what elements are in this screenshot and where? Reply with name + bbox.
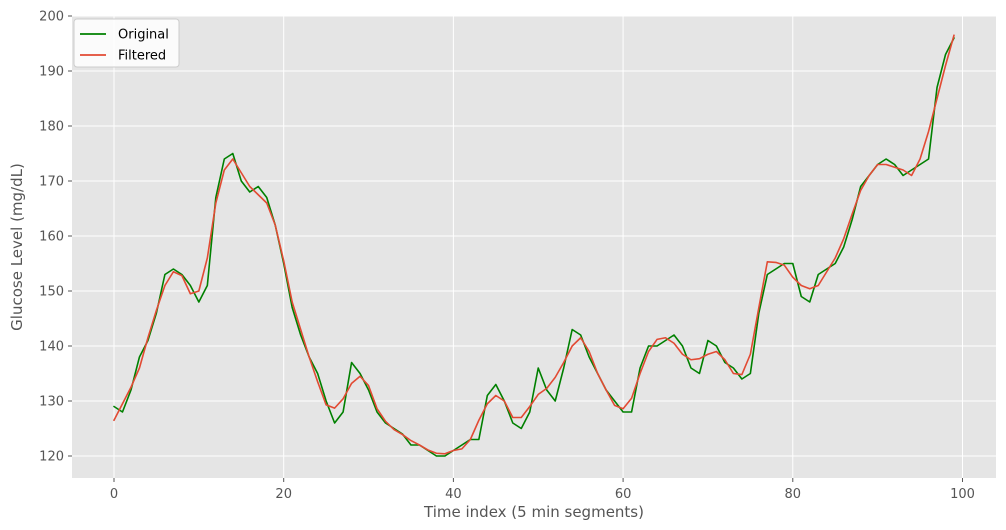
x-tick-label: 100 [950,487,975,502]
x-tick-label: 40 [445,487,462,502]
y-tick-label: 150 [39,285,64,300]
x-tick-label: 20 [275,487,292,502]
legend-label-original: Original [118,28,169,43]
y-tick-label: 180 [39,120,64,135]
series-line-original [113,37,955,457]
legend: Original Filtered [73,18,180,68]
series-lines [113,34,955,457]
x-axis-title: Time index (5 min segments) [423,503,644,521]
axis-ticks: 0 20 40 60 80 100 120 130 140 150 160 170 180 190 200 [39,10,975,503]
y-tick-label: 190 [39,65,64,80]
legend-label-filtered: Filtered [118,49,166,64]
series-line-filtered [113,34,955,455]
x-tick-label: 80 [785,487,802,502]
y-tick-label: 160 [39,230,64,245]
y-tick-label: 200 [39,10,64,25]
x-tick-label: 0 [110,487,118,502]
x-tick-label: 60 [615,487,632,502]
y-tick-label: 170 [39,175,64,190]
y-axis-title: Glucose Level (mg/dL) [8,163,26,331]
y-tick-label: 130 [39,395,64,410]
y-tick-label: 140 [39,340,64,355]
y-tick-label: 120 [39,450,64,465]
